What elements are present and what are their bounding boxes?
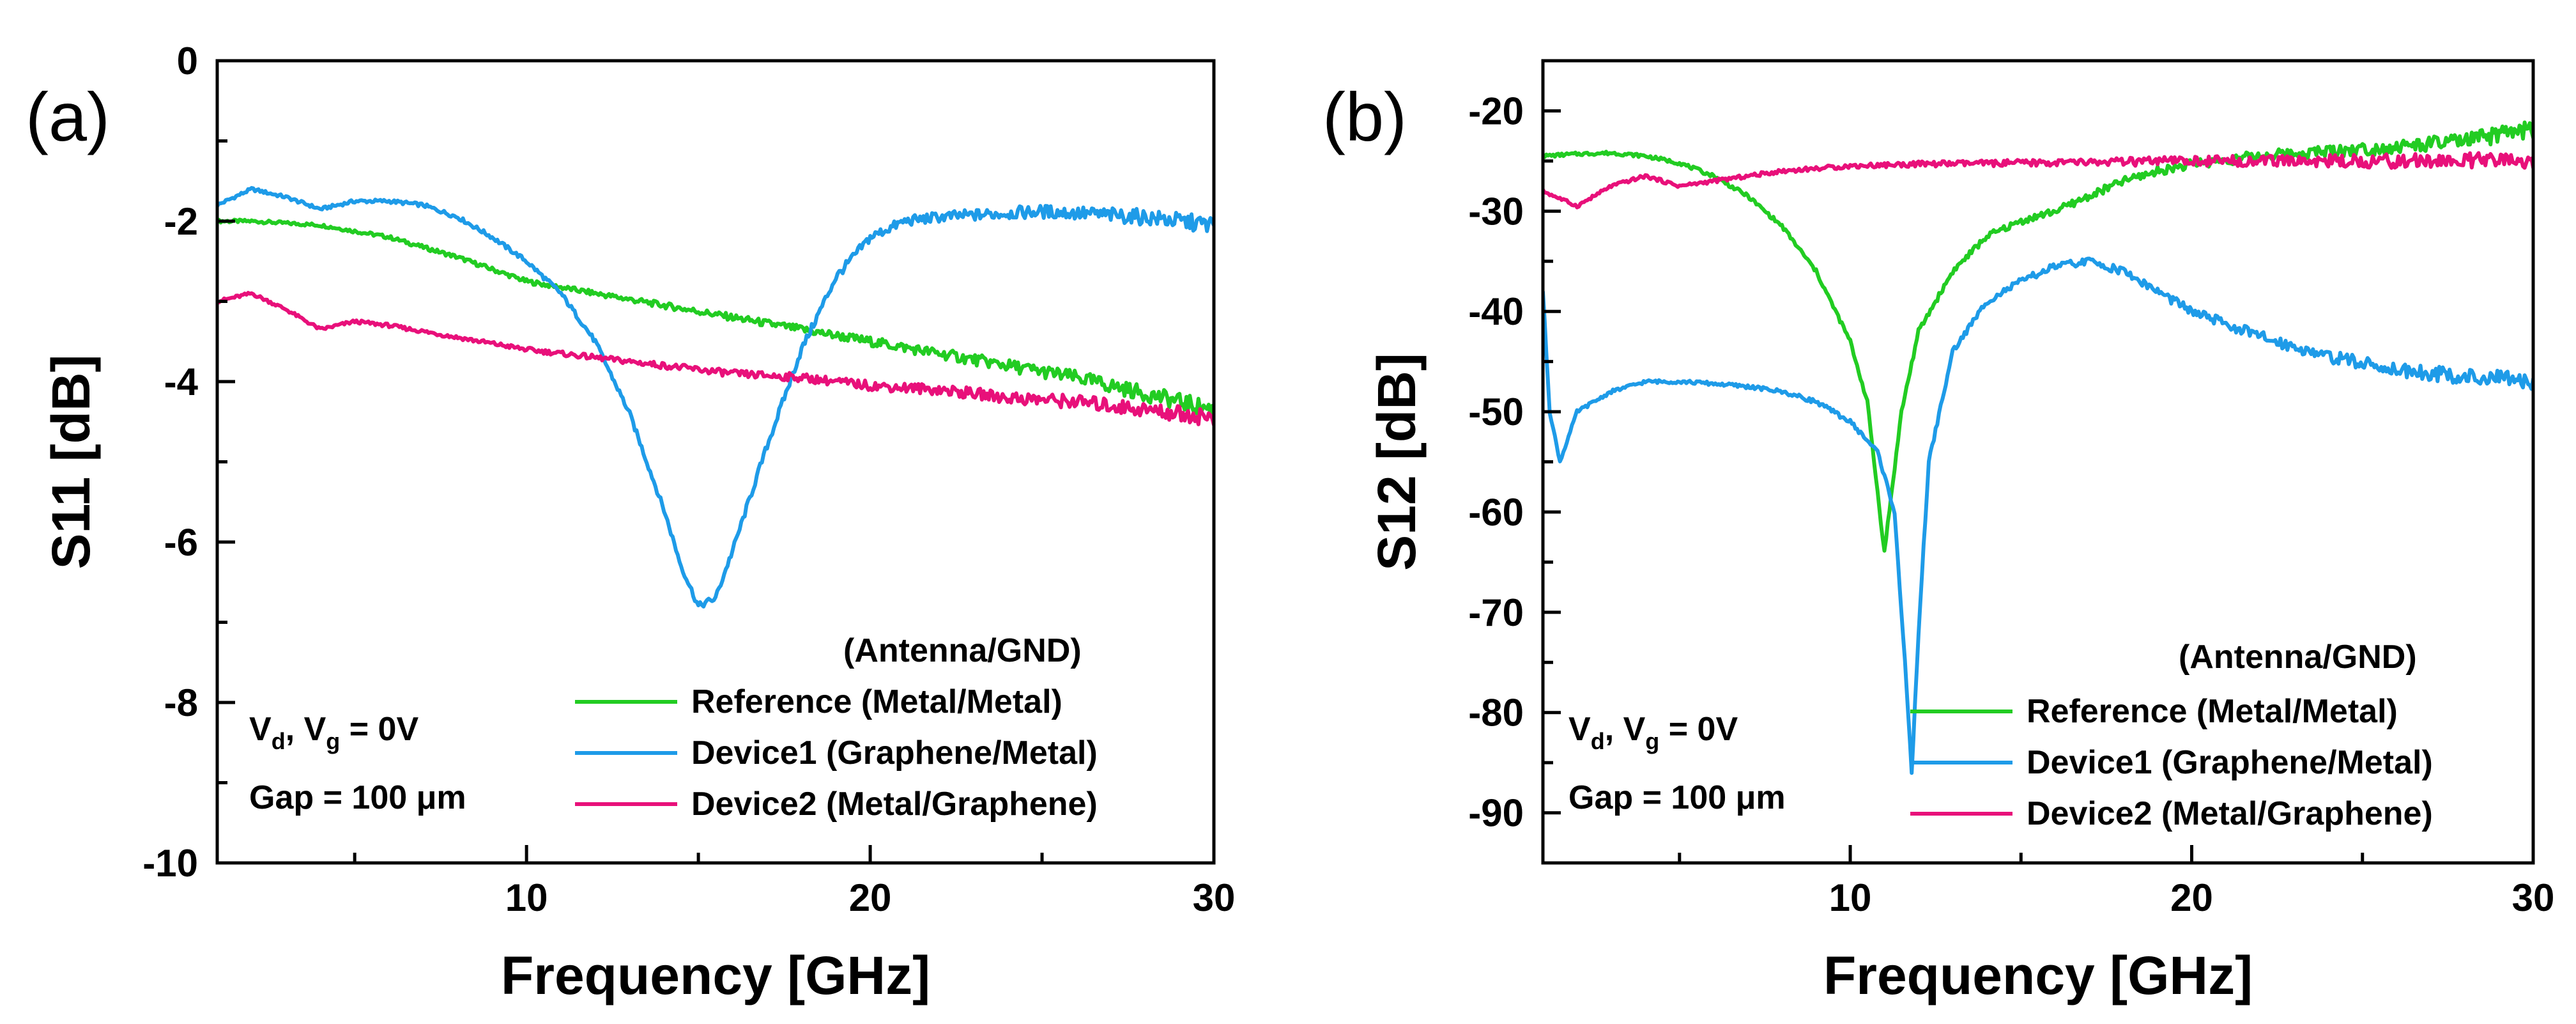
legend-label-1: Reference (Metal/Metal) [2027, 693, 2398, 730]
y-tick-label: 0 [177, 40, 198, 82]
y-tick-label: -90 [1468, 792, 1524, 835]
y-tick-label: -10 [142, 842, 198, 885]
y-tick-label: -8 [164, 681, 198, 724]
y-tick-label: -50 [1468, 391, 1524, 433]
series-group [217, 186, 1214, 609]
y-tick-label: -2 [164, 200, 198, 243]
bias-condition: Vd, Vg = 0V [1568, 711, 1738, 754]
series-group [1543, 120, 2533, 775]
x-axis-title: Frequency [GHz] [501, 945, 930, 1005]
series-line-2 [1543, 256, 2533, 775]
y-axis-title: S11 [dB] [41, 354, 101, 569]
y-tick-label: -6 [164, 521, 198, 564]
panel-label: (a) [26, 78, 110, 155]
panel-a: (a) -10 -8 -6 -4 -2 0 10 20 30 Frequency [GHz] S11 … [26, 40, 1235, 1005]
series-line-2 [217, 186, 1214, 609]
legend-label-2: Device1 (Graphene/Metal) [2027, 744, 2433, 781]
legend-label-3: Device2 (Metal/Graphene) [2027, 795, 2433, 832]
y-tick-label: -30 [1468, 190, 1524, 233]
series-line-1 [1543, 120, 2533, 553]
panel-label: (b) [1322, 78, 1407, 155]
x-tick-label: 10 [1829, 876, 1872, 919]
series-line-3 [1543, 151, 2533, 210]
legend-label-2: Device1 (Graphene/Metal) [691, 734, 1098, 772]
y-tick-label: -60 [1468, 491, 1524, 534]
x-tick-label: 30 [1193, 876, 1236, 919]
x-tick-label: 20 [849, 876, 892, 919]
series-line-3 [217, 291, 1214, 427]
y-tick-label: -80 [1468, 692, 1524, 734]
legend-title: (Antenna/GND) [843, 632, 1082, 669]
x-tick-label: 30 [2512, 876, 2555, 919]
y-tick-label: -70 [1468, 591, 1524, 634]
x-axis-title: Frequency [GHz] [1823, 945, 2253, 1005]
x-tick-label: 10 [505, 876, 548, 919]
y-tick-label: -4 [164, 361, 199, 403]
series-line-1 [217, 217, 1214, 417]
y-axis-title: S12 [dB] [1367, 353, 1427, 571]
panel-b: (b) -90 -80 -70 -60 -50 -40 -30 -20 10 20 30 Frequen… [1322, 59, 2555, 1005]
legend-title: (Antenna/GND) [2179, 639, 2417, 676]
legend-label-3: Device2 (Metal/Graphene) [691, 786, 1098, 823]
bias-condition: Vd, Vg = 0V [249, 711, 418, 754]
gap-condition: Gap = 100 μm [1568, 779, 1786, 816]
y-tick-label: -20 [1468, 89, 1524, 132]
x-tick-label: 20 [2170, 876, 2213, 919]
y-tick-label: -40 [1468, 290, 1524, 333]
legend-label-1: Reference (Metal/Metal) [691, 683, 1062, 720]
gap-condition: Gap = 100 μm [249, 779, 466, 816]
